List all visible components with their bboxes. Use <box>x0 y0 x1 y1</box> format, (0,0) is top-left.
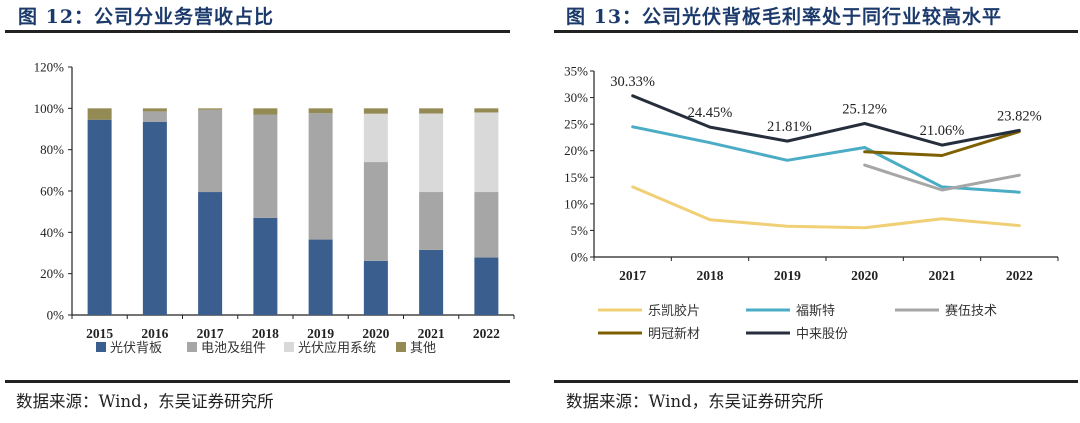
legend-swatch <box>187 342 197 352</box>
title-divider <box>554 30 1078 33</box>
legend-label: 电池及组件 <box>201 340 266 355</box>
x-tick-label: 2020 <box>851 268 878 283</box>
legend-label: 乐凯胶片 <box>648 303 700 318</box>
bar-segment-2018 <box>253 108 278 115</box>
y-tick-label: 0% <box>571 250 589 265</box>
bar-segment-2016 <box>142 121 167 316</box>
bar-segment-2017 <box>198 109 223 193</box>
bar-segment-2021 <box>419 113 444 193</box>
legend-label: 光伏背板 <box>110 340 162 355</box>
y-tick-label: 10% <box>564 196 588 211</box>
bar-segment-2015 <box>87 108 112 120</box>
y-tick-label: 35% <box>564 64 588 79</box>
bar-segment-2021 <box>419 249 444 315</box>
bar-segment-2019 <box>308 108 333 114</box>
y-tick-label: 40% <box>40 225 64 240</box>
y-tick-label: 20% <box>40 266 64 281</box>
data-label: 21.06% <box>920 123 965 139</box>
x-tick-label: 2022 <box>473 326 500 341</box>
legend-swatch <box>284 342 294 352</box>
figure-13-title: 图 13：公司光伏背板毛利率处于同行业较高水平 <box>566 6 1003 28</box>
y-tick-label: 15% <box>564 170 588 185</box>
figure-12-title: 图 12：公司分业务营收占比 <box>18 6 275 28</box>
series-line-乐凯胶片 <box>631 185 1021 230</box>
bar-segment-2015 <box>87 119 112 315</box>
data-label: 30.33% <box>610 74 655 90</box>
x-tick-label: 2019 <box>307 326 334 341</box>
bar-segment-2020 <box>363 162 388 261</box>
x-tick-label: 2020 <box>362 326 389 341</box>
title-divider <box>5 30 510 33</box>
legend-swatch <box>396 342 406 352</box>
bar-segment-2022 <box>474 112 499 193</box>
bar-segment-2018 <box>253 114 278 218</box>
series-line-赛伍技术 <box>863 163 1021 192</box>
bar-segment-2019 <box>308 113 333 240</box>
bar-segment-2021 <box>419 108 444 114</box>
data-label: 24.45% <box>688 105 733 121</box>
bar-segment-2020 <box>363 108 388 114</box>
stacked-bar-chart: 0% 20% 40% 60% 80% 100% 120% 2015 2016 2017 2018 20… <box>34 60 515 355</box>
bar-segment-2020 <box>363 113 388 163</box>
bar-segment-2017 <box>198 192 223 315</box>
y-tick-label: 20% <box>564 143 588 158</box>
y-tick-label: 100% <box>34 101 65 116</box>
bar-segment-2016 <box>142 108 167 112</box>
source-divider <box>554 380 1078 383</box>
y-tick-label: 0% <box>47 308 65 323</box>
y-tick-label: 60% <box>40 184 64 199</box>
series-line-中来股份 <box>631 94 1021 147</box>
bar-segment-2020 <box>363 260 388 315</box>
data-label: 21.81% <box>767 119 812 135</box>
x-tick-label: 2015 <box>86 326 113 341</box>
legend-label: 中来股份 <box>796 326 848 341</box>
data-label: 23.82% <box>997 108 1042 124</box>
bar-segment-2016 <box>142 111 167 122</box>
x-tick-label: 2021 <box>418 326 445 341</box>
bar-segment-2018 <box>253 217 278 315</box>
legend-label: 明冠新材 <box>648 326 700 341</box>
bar-segment-2022 <box>474 257 499 315</box>
figure-13-source: 数据来源：Wind，东吴证券研究所 <box>566 392 824 411</box>
x-tick-label: 2018 <box>252 326 279 341</box>
bar-segment-2021 <box>419 192 444 250</box>
x-tick-label: 2021 <box>929 268 956 283</box>
y-tick-label: 80% <box>40 142 64 157</box>
bar-segment-2022 <box>474 108 499 113</box>
y-tick-label: 120% <box>34 60 65 75</box>
x-tick-label: 2019 <box>774 268 801 283</box>
figure-12-panel: 图 12：公司分业务营收占比 0% 20% 40% 60% 80% 100% 120% 201… <box>5 6 515 411</box>
bar-segment-2022 <box>474 192 499 258</box>
x-tick-label: 2022 <box>1006 268 1033 283</box>
series-line-明冠新材 <box>863 130 1021 157</box>
source-divider <box>5 380 510 383</box>
x-tick-label: 2018 <box>697 268 724 283</box>
legend-swatch <box>96 342 106 352</box>
x-tick-label: 2017 <box>619 268 646 283</box>
data-label: 25.12% <box>842 102 887 118</box>
y-tick-label: 30% <box>564 90 588 105</box>
legend-label: 福斯特 <box>796 303 835 318</box>
legend-label: 其他 <box>410 340 436 355</box>
line-chart: 0% 5% 10% 15% 20% 25% 30% 35% 2017 2018 2019 2020 20… <box>564 64 1059 341</box>
bar-segment-2019 <box>308 239 333 315</box>
legend-label: 光伏应用系统 <box>298 340 376 355</box>
bar-segment-2017 <box>198 108 223 110</box>
figure-13-panel: 图 13：公司光伏背板毛利率处于同行业较高水平 0% 5% 10% 15% 20% 25%… <box>546 0 1080 423</box>
y-tick-label: 5% <box>571 223 589 238</box>
x-tick-label: 2016 <box>141 326 168 341</box>
y-tick-label: 25% <box>564 117 588 132</box>
figure-12-source: 数据来源：Wind，东吴证券研究所 <box>16 392 274 411</box>
legend-label: 赛伍技术 <box>945 303 997 318</box>
x-tick-label: 2017 <box>197 326 224 341</box>
